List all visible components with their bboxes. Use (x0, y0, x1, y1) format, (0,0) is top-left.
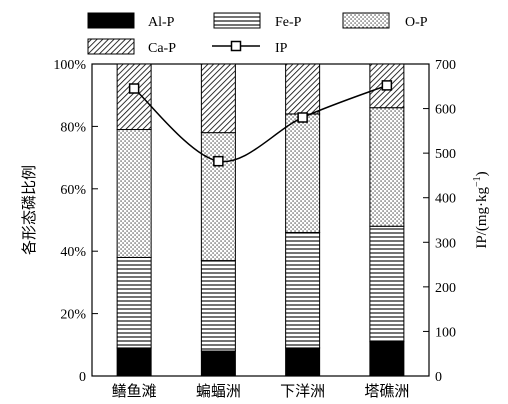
legend: Al-P Fe-P O-P Ca-P IP (87, 12, 428, 56)
legend-label-ca-p: Ca-P (148, 41, 176, 56)
legend-label-al-p: Al-P (148, 15, 175, 30)
category-label: 塔礁洲 (364, 383, 409, 400)
legend-item-fe-p: Fe-P (213, 12, 302, 30)
legend-item-al-p: Al-P (87, 12, 175, 30)
right-axis-title-sup: −1 (472, 176, 483, 187)
legend-label-fe-p: Fe-P (275, 15, 302, 30)
ip-line (133, 84, 388, 163)
ip-line-layer (128, 80, 393, 167)
legend-item-o-p: O-P (342, 12, 428, 30)
ip-point-3 (381, 80, 393, 91)
legend-marker-ip (230, 40, 242, 52)
right-axis-title: IP/(mg·kg−1) (472, 171, 490, 248)
bar-segment-ca-p-2 (285, 63, 321, 115)
bar-segment-ca-p-1 (200, 63, 236, 134)
bar-segment-fe-p-0 (116, 256, 152, 349)
plot-frame (91, 63, 430, 377)
right-tick-label: 400 (435, 192, 456, 207)
right-tick-label: 500 (435, 147, 456, 162)
right-axis-title-main: IP/(mg·kg (474, 186, 490, 248)
category-label: 下洋洲 (280, 383, 325, 400)
legend-item-ca-p: Ca-P (87, 38, 176, 56)
legend-swatch-al-p (87, 12, 135, 29)
bar-segment-al-p-3 (369, 341, 405, 377)
ip-point-2 (297, 112, 308, 123)
bar-segment-o-p-2 (285, 113, 321, 233)
right-tick-label: 0 (435, 370, 442, 385)
bar-segment-o-p-1 (200, 132, 236, 262)
legend-swatch-o-p (342, 12, 390, 29)
right-tick-label: 200 (435, 281, 456, 296)
bar-segment-fe-p-3 (369, 225, 405, 343)
left-tick-label: 60% (60, 183, 86, 198)
bar-segment-fe-p-1 (200, 260, 236, 352)
left-axis-title: 各形态磷比例 (21, 165, 38, 255)
ip-point-0 (128, 83, 140, 94)
bars-layer (116, 63, 405, 377)
bar-segment-o-p-3 (369, 107, 405, 227)
bar-segment-fe-p-2 (285, 231, 321, 349)
legend-swatch-fe-p (213, 12, 261, 29)
right-tick-label: 600 (435, 103, 456, 118)
legend-label-o-p: O-P (405, 15, 428, 30)
category-label: 鳝鱼滩 (112, 382, 157, 400)
bar-segment-ca-p-0 (116, 63, 152, 131)
legend-label-ip: IP (275, 41, 288, 56)
right-tick-label: 300 (435, 236, 456, 251)
left-axis-ticks: 0 20% 40% 60% 80% 100% (53, 58, 98, 385)
bar-segment-o-p-0 (116, 129, 152, 258)
left-tick-label: 40% (60, 245, 86, 260)
right-tick-label: 700 (435, 58, 456, 73)
left-tick-label: 0 (79, 370, 86, 385)
ip-point-1 (213, 155, 224, 167)
category-labels: 鳝鱼滩 蝙蝠洲 下洋洲 塔礁洲 (112, 371, 409, 400)
right-axis-title-end: ) (474, 171, 490, 176)
legend-swatch-ca-p (87, 38, 135, 55)
left-tick-label: 80% (60, 120, 86, 135)
category-label: 蝙蝠洲 (196, 383, 241, 400)
legend-item-ip: IP (212, 40, 288, 56)
left-tick-label: 20% (60, 308, 86, 323)
right-axis-ticks: 0 100 200 300 400 500 600 700 (423, 58, 456, 385)
right-tick-label: 100 (435, 325, 456, 340)
left-tick-label: 100% (53, 58, 86, 73)
